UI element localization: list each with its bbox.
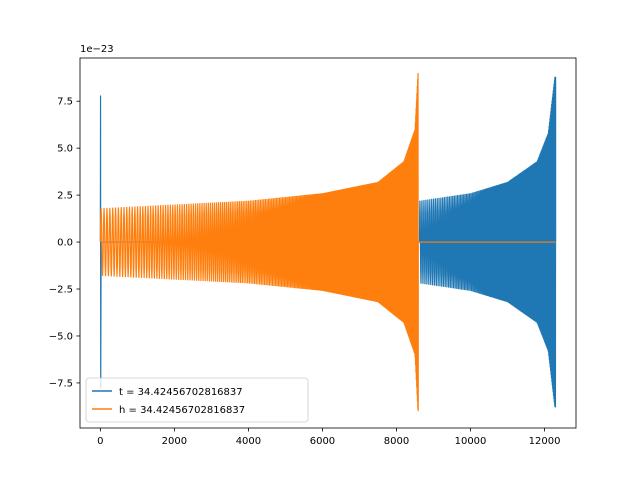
- y-tick-label: −2.5: [49, 285, 73, 296]
- y-tick-label: −7.5: [49, 378, 73, 389]
- legend-label: t = 34.42456702816837: [119, 387, 243, 398]
- y-axis: −7.5 −5.0 −2.5 0.0 2.5 5.0 7.5: [49, 97, 80, 389]
- y-offset-text: 1e−23: [80, 44, 114, 55]
- plot-frame: [79, 57, 577, 429]
- x-tick-label: 12000: [529, 436, 561, 447]
- y-tick-label: 2.5: [57, 191, 73, 202]
- legend-box: [85, 377, 309, 423]
- x-axis: 0 2000 4000 6000 8000 10000 12000: [97, 428, 560, 447]
- y-tick-label: 5.0: [57, 144, 73, 155]
- x-tick-label: 0: [97, 436, 103, 447]
- x-tick-label: 10000: [455, 436, 487, 447]
- x-tick-label: 2000: [162, 436, 187, 447]
- legend-label: h = 34.42456702816837: [119, 405, 245, 416]
- y-tick-label: 0.0: [57, 238, 73, 249]
- y-tick-label: 7.5: [57, 97, 73, 108]
- y-tick-label: −5.0: [49, 331, 73, 342]
- legend: t = 34.42456702816837 h = 34.424567028168…: [85, 377, 309, 423]
- x-tick-label: 6000: [310, 436, 335, 447]
- series-line-h: [99, 73, 556, 412]
- series-line-t: [99, 76, 557, 408]
- x-tick-label: 4000: [236, 436, 261, 447]
- x-tick-label: 8000: [384, 436, 409, 447]
